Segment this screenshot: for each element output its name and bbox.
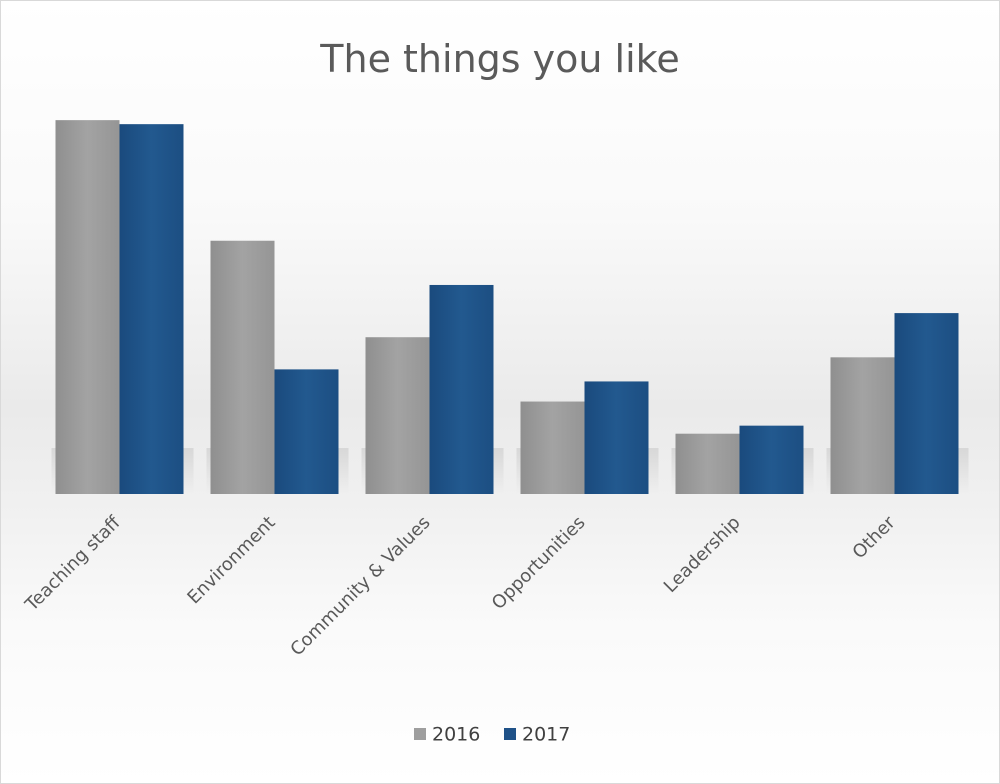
chart-title: The things you like [319,37,679,81]
bar-2016-0 [55,120,120,494]
legend: 2016 2017 [414,724,570,746]
bar-2016-4 [675,433,740,494]
bar-2017-5 [894,313,959,494]
bar-2016-2 [365,337,430,494]
bars-group [55,120,959,494]
bar-2017-1 [274,369,339,494]
legend-swatch [504,728,516,740]
bar-2017-0 [119,124,184,494]
bar-2016-5 [830,357,895,494]
bar-2017-3 [584,381,649,494]
legend-label: 2016 [432,724,480,746]
bar-2017-4 [739,425,804,494]
legend-swatch [414,728,426,740]
bar-2016-1 [210,240,275,494]
bar-2016-3 [520,401,585,494]
bar-2017-2 [429,284,494,494]
legend-label: 2017 [522,724,570,746]
